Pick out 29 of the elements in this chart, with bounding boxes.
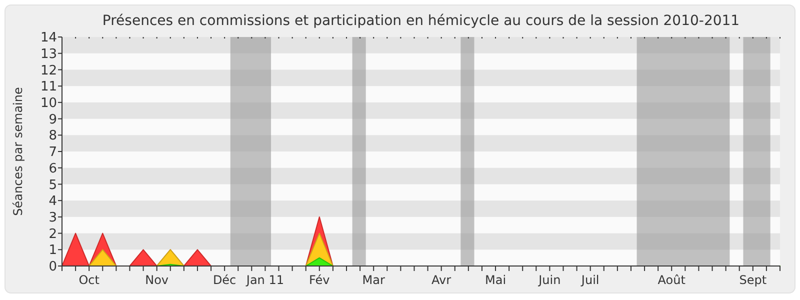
chart-title: Présences en commissions et participation en hémicycle au cours de la session 2010-2011 bbox=[102, 13, 740, 29]
x-tick-label: Oct bbox=[78, 273, 100, 287]
y-tick-label: 2 bbox=[48, 226, 57, 242]
y-tick-label: 9 bbox=[48, 112, 57, 128]
x-tick-label: Juin bbox=[538, 273, 561, 287]
x-tick-label: Jan 11 bbox=[245, 273, 284, 287]
y-axis-title: Séances par semaine bbox=[11, 87, 25, 216]
x-tick-label: Avr bbox=[432, 273, 452, 287]
x-tick-label: Juil bbox=[580, 273, 600, 287]
y-tick-label: 12 bbox=[40, 63, 57, 78]
x-tick-label: Nov bbox=[145, 273, 169, 287]
x-tick-label: Déc bbox=[212, 273, 236, 287]
y-tick-label: 11 bbox=[40, 80, 57, 95]
y-tick-label: 10 bbox=[40, 96, 57, 111]
x-tick-label: Mar bbox=[362, 273, 385, 287]
y-tick-label: 5 bbox=[48, 178, 57, 193]
y-tick-label: 14 bbox=[40, 30, 57, 46]
y-tick-label: 6 bbox=[48, 161, 57, 176]
y-tick-label: 3 bbox=[48, 210, 57, 226]
y-tick-label: 1 bbox=[48, 243, 57, 258]
y-tick-label: 4 bbox=[48, 194, 57, 210]
y-tick-label: 0 bbox=[48, 260, 57, 275]
x-tick-label: Sept bbox=[739, 273, 767, 287]
y-tick-label: 8 bbox=[48, 128, 57, 144]
y-tick-label: 13 bbox=[40, 46, 57, 62]
x-tick-label: Août bbox=[658, 273, 686, 287]
y-tick-label: 7 bbox=[48, 145, 57, 160]
x-tick-label: Mai bbox=[484, 273, 506, 287]
x-tick-label: Fév bbox=[309, 273, 330, 287]
